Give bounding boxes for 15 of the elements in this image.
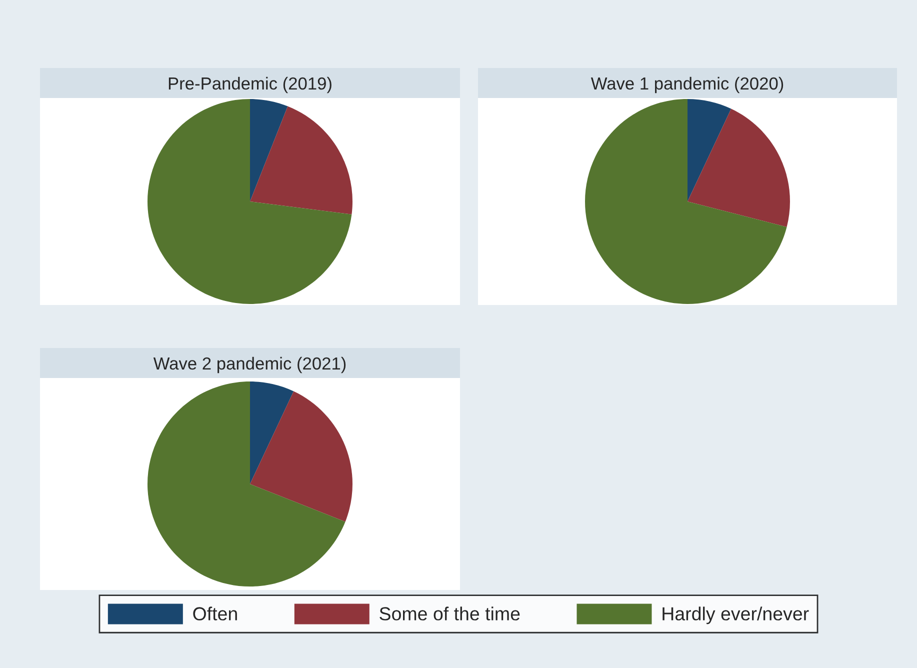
pie-slice xyxy=(688,108,790,227)
pie-slice xyxy=(250,99,288,202)
legend-label: Hardly ever/never xyxy=(662,606,809,624)
legend-label: Often xyxy=(193,606,237,620)
chart-title: Wave 1 pandemic (2020) xyxy=(590,76,784,94)
chart-title: Wave 2 pandemic (2021) xyxy=(153,356,346,374)
legend-label: Some of the time xyxy=(380,606,520,620)
pie-slice xyxy=(585,99,787,304)
pie-slice xyxy=(148,382,346,586)
pie-slice xyxy=(250,106,352,214)
pie-slice xyxy=(148,99,352,304)
pie-slice xyxy=(250,382,294,484)
pie-slice xyxy=(688,99,732,202)
chart-title: Pre-Pandemic (2019) xyxy=(168,76,332,94)
pie-slice xyxy=(250,391,352,522)
